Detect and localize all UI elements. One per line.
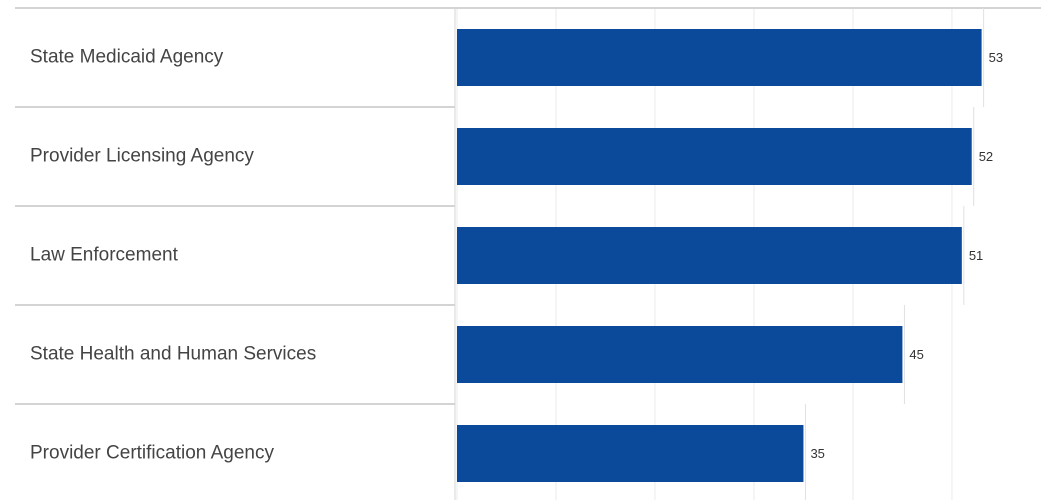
value-label: 53 xyxy=(989,50,1003,65)
value-label: 51 xyxy=(969,248,983,263)
value-label: 52 xyxy=(979,149,993,164)
category-label: Provider Licensing Agency xyxy=(30,146,254,167)
bar xyxy=(457,425,804,482)
category-label: Law Enforcement xyxy=(30,245,179,266)
bar xyxy=(457,227,962,284)
value-label: 45 xyxy=(909,347,923,362)
bar xyxy=(457,326,903,383)
value-label: 35 xyxy=(810,446,824,461)
category-label: State Health and Human Services xyxy=(30,344,316,365)
category-label: State Medicaid Agency xyxy=(30,47,224,68)
category-label: Provider Certification Agency xyxy=(30,443,274,464)
bar xyxy=(457,128,972,185)
bar xyxy=(457,29,982,86)
